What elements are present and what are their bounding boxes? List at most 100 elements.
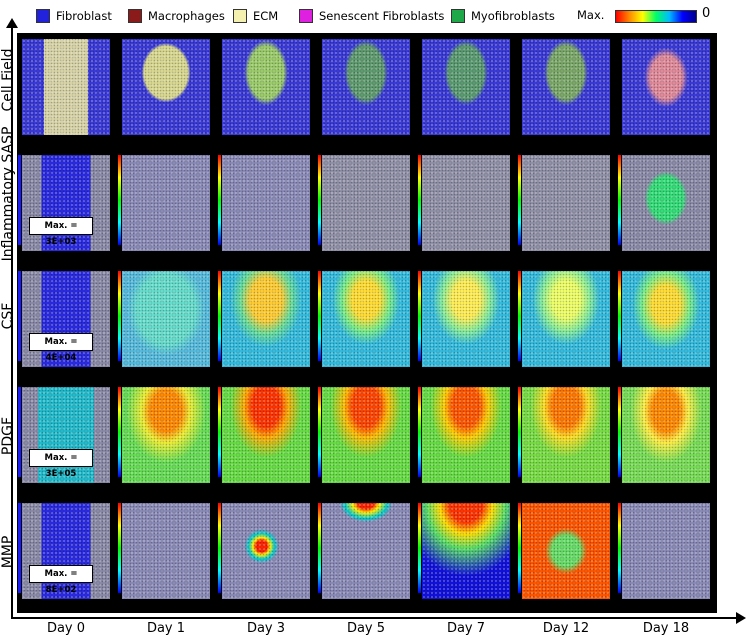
panel-colorbar [318, 271, 321, 361]
senescent-swatch [299, 9, 313, 23]
panel-r2-c1 [117, 265, 215, 375]
simulation-tile [422, 271, 510, 367]
panel-colorbar [218, 503, 221, 593]
panel-r4-c1 [117, 497, 215, 607]
day-label: Day 18 [642, 621, 690, 636]
panel-colorbar [518, 271, 521, 361]
max-value-box: Max. = 3E+05 [29, 449, 93, 479]
panel-colorbar [518, 155, 521, 245]
simulation-tile [222, 271, 310, 367]
panel-r0-c5 [517, 33, 615, 143]
panel-colorbar [18, 155, 21, 245]
simulation-tile [522, 39, 610, 135]
panel-r2-c5 [517, 265, 615, 375]
panel-colorbar [618, 155, 621, 245]
time-axis [11, 617, 738, 619]
fibroblast-swatch [36, 9, 50, 23]
panel-r4-c4 [417, 497, 515, 607]
panel-colorbar [618, 271, 621, 361]
simulation-tile [322, 503, 410, 599]
simulation-tile [122, 503, 210, 599]
simulation-tile [422, 39, 510, 135]
panel-r2-c6 [617, 265, 715, 375]
day-label: Day 3 [246, 621, 286, 636]
simulation-tile [622, 39, 710, 135]
legend-item-senescent: Senescent Fibroblasts [299, 7, 444, 25]
panel-colorbar [118, 387, 121, 477]
simulation-tile [422, 387, 510, 483]
macrophages-swatch [128, 9, 142, 23]
panel-colorbar [418, 271, 421, 361]
day-label: Day 1 [146, 621, 186, 636]
simulation-tile [522, 387, 610, 483]
panel-colorbar [418, 387, 421, 477]
simulation-tile [622, 387, 710, 483]
panel-r3-c3 [317, 381, 415, 491]
panel-r3-c2 [217, 381, 315, 491]
panel-r4-c6 [617, 497, 715, 607]
panel-r1-c3 [317, 149, 415, 259]
simulation-tile [322, 39, 410, 135]
legend-label: ECM [253, 9, 279, 23]
legend-item-myofibroblasts: Myofibroblasts [451, 7, 555, 25]
panel-r4-c3 [317, 497, 415, 607]
day-label: Day 7 [446, 621, 486, 636]
panel-r0-c0 [17, 33, 115, 143]
panel-colorbar [118, 503, 121, 593]
vertical-axis-arrow [6, 18, 18, 28]
simulation-tile [622, 271, 710, 367]
day-label: Day 12 [542, 621, 590, 636]
panel-colorbar [318, 503, 321, 593]
panel-colorbar [218, 271, 221, 361]
panel-r4-c5 [517, 497, 615, 607]
legend-label: Macrophages [148, 9, 225, 23]
panel-colorbar [218, 155, 221, 245]
panel-r2-c4 [417, 265, 515, 375]
panel-r2-c2 [217, 265, 315, 375]
simulation-tile [22, 39, 110, 135]
panel-colorbar [18, 271, 21, 361]
panel-r0-c6 [617, 33, 715, 143]
simulation-tile [322, 271, 410, 367]
legend-label: Senescent Fibroblasts [319, 9, 445, 23]
panel-r3-c0: Max. = 3E+05 [17, 381, 115, 491]
simulation-tile [322, 387, 410, 483]
legend-item-fibroblast: Fibroblast [36, 7, 112, 25]
panel-r0-c2 [217, 33, 315, 143]
simulation-tile [222, 503, 310, 599]
panel-r0-c3 [317, 33, 415, 143]
panel-r1-c0: Max. = 3E+03 [17, 149, 115, 259]
panel-r1-c1 [117, 149, 215, 259]
panel-r4-c0: Max. = 8E+02 [17, 497, 115, 607]
panel-r3-c6 [617, 381, 715, 491]
panel-colorbar [18, 503, 21, 593]
colorbar-min-label: 0 [702, 6, 711, 21]
panel-colorbar [18, 387, 21, 477]
simulation-tile [22, 503, 110, 599]
simulation-grid: Max. = 3E+03 Max. = 4E+04 Max. = 3E+05 Max.… [17, 33, 717, 613]
simulation-tile [122, 387, 210, 483]
simulation-tile [522, 155, 610, 251]
time-axis-arrow [736, 612, 746, 624]
simulation-tile [422, 503, 510, 599]
panel-colorbar [418, 155, 421, 245]
panel-colorbar [318, 387, 321, 477]
max-value-box: Max. = 3E+03 [29, 217, 93, 247]
simulation-tile [222, 155, 310, 251]
legend: Fibroblast Macrophages ECM Senescent Fib… [0, 0, 750, 32]
day-label: Day 0 [46, 621, 86, 636]
legend-item-ecm: ECM [233, 7, 278, 25]
vertical-axis [11, 22, 13, 618]
colorbar-max-label: Max. [577, 8, 605, 22]
simulation-tile [22, 271, 110, 367]
panel-r3-c4 [417, 381, 515, 491]
panel-r2-c3 [317, 265, 415, 375]
simulation-tile [22, 155, 110, 251]
simulation-tile [422, 155, 510, 251]
simulation-tile [322, 155, 410, 251]
simulation-tile [522, 503, 610, 599]
max-value-box: Max. = 8E+02 [29, 565, 93, 595]
simulation-tile [222, 39, 310, 135]
panel-colorbar [418, 503, 421, 593]
panel-colorbar [518, 503, 521, 593]
